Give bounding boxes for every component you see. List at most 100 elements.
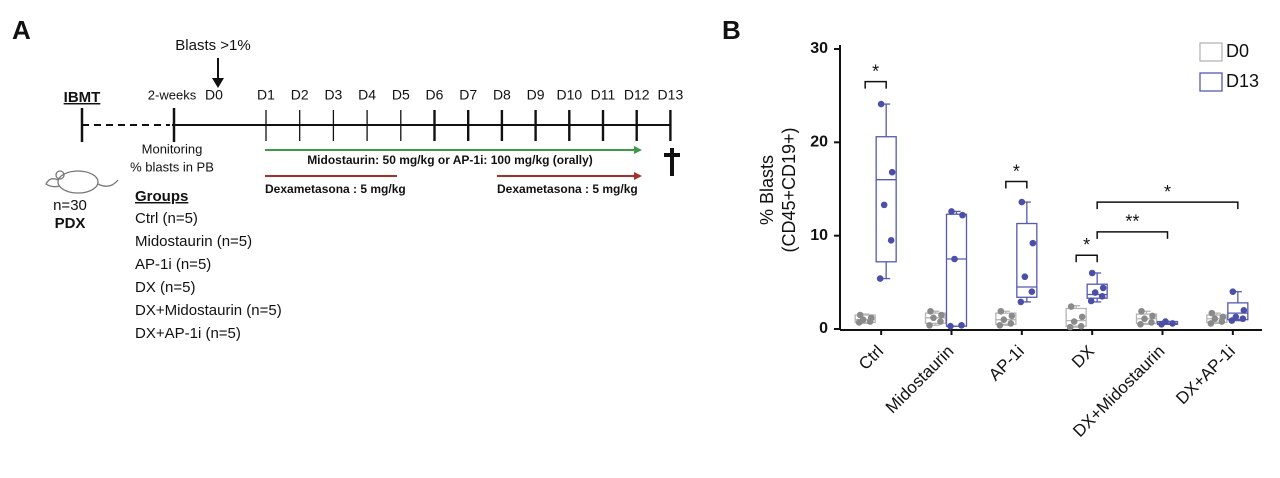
data-point bbox=[1229, 288, 1237, 295]
data-point bbox=[1099, 284, 1107, 292]
data-point bbox=[1066, 323, 1074, 331]
data-point bbox=[1211, 315, 1219, 323]
data-point bbox=[1077, 322, 1085, 330]
treatment-label: Midostaurin: 50 mg/kg or AP-1i: 100 mg/k… bbox=[307, 153, 593, 167]
significance-label: * bbox=[872, 61, 879, 81]
day-label: D12 bbox=[624, 87, 650, 103]
y-tick-label: 0 bbox=[819, 320, 828, 337]
two-weeks-label: 2-weeks bbox=[148, 87, 197, 102]
panel-label: A bbox=[12, 15, 31, 45]
significance-bracket bbox=[864, 80, 887, 89]
day-label: D3 bbox=[324, 87, 342, 103]
data-point bbox=[937, 318, 944, 325]
significance-bracket bbox=[1096, 201, 1239, 210]
legend-label: D0 bbox=[1226, 41, 1249, 61]
groups-title: Groups bbox=[135, 188, 188, 205]
data-point bbox=[1137, 321, 1144, 328]
day-label: D4 bbox=[358, 87, 376, 103]
significance-bracket bbox=[1075, 254, 1098, 263]
data-point bbox=[1138, 307, 1145, 315]
data-point bbox=[1162, 318, 1169, 325]
data-point bbox=[938, 311, 945, 319]
day-label: D8 bbox=[493, 87, 511, 103]
day-label: D13 bbox=[658, 87, 684, 103]
data-point bbox=[1091, 289, 1099, 296]
data-point bbox=[930, 314, 937, 322]
cross-icon bbox=[664, 148, 680, 176]
data-point bbox=[876, 275, 884, 282]
significance-label: * bbox=[1164, 182, 1171, 202]
day-label: D5 bbox=[392, 87, 410, 103]
group-label: AP-1i (n=5) bbox=[135, 256, 211, 273]
blasts-label: Blasts >1% bbox=[175, 37, 250, 54]
data-point bbox=[997, 307, 1005, 315]
day-label: D0 bbox=[205, 87, 223, 103]
data-point bbox=[1087, 297, 1095, 305]
data-point bbox=[1008, 312, 1016, 320]
data-point bbox=[1148, 319, 1155, 326]
significance-label: * bbox=[1013, 161, 1020, 181]
monitoring-label: Monitoring bbox=[142, 141, 203, 156]
data-point bbox=[948, 208, 955, 215]
data-point bbox=[887, 237, 895, 244]
y-tick-label: 10 bbox=[810, 227, 828, 244]
blast-arrowhead bbox=[212, 78, 224, 88]
significance-label: * bbox=[1083, 235, 1090, 255]
mouse-icon bbox=[45, 170, 119, 194]
data-point bbox=[1018, 198, 1026, 206]
data-point bbox=[926, 321, 933, 329]
ibmt-label: IBMT bbox=[64, 89, 101, 106]
legend-label: D13 bbox=[1226, 71, 1259, 91]
data-point bbox=[1088, 269, 1096, 277]
monitoring-label: % blasts in PB bbox=[130, 159, 214, 174]
data-point bbox=[1240, 307, 1248, 314]
x-tick-label: Midostaurin bbox=[882, 342, 958, 418]
data-point bbox=[1021, 273, 1029, 281]
data-point bbox=[1007, 320, 1015, 327]
data-point bbox=[1141, 315, 1148, 323]
box bbox=[1016, 222, 1038, 298]
data-point bbox=[1239, 315, 1247, 323]
model-label: PDX bbox=[55, 215, 86, 232]
data-point bbox=[1169, 320, 1176, 327]
group-label: DX+Midostaurin (n=5) bbox=[135, 302, 282, 319]
day-label: D11 bbox=[591, 87, 616, 103]
data-point bbox=[859, 316, 867, 323]
y-axis-label: % Blasts bbox=[757, 155, 777, 225]
data-point bbox=[880, 201, 888, 209]
day-label: D10 bbox=[556, 87, 582, 103]
day-label: D7 bbox=[459, 87, 477, 103]
day-label: D2 bbox=[291, 87, 309, 103]
x-tick-label: DX bbox=[1068, 342, 1098, 372]
mice-label: n=30 bbox=[53, 197, 87, 214]
legend-swatch bbox=[1199, 42, 1223, 62]
data-point bbox=[1078, 313, 1086, 321]
group-label: DX (n=5) bbox=[135, 279, 195, 296]
treatment-arrowhead bbox=[634, 146, 642, 154]
group-label: Ctrl (n=5) bbox=[135, 210, 198, 227]
significance-label: ** bbox=[1125, 212, 1139, 232]
significance-bracket bbox=[1005, 180, 1028, 189]
data-point bbox=[927, 307, 934, 315]
data-point bbox=[1000, 316, 1008, 323]
data-point bbox=[996, 321, 1004, 329]
y-tick-label: 30 bbox=[810, 40, 828, 57]
x-tick-label: AP-1i bbox=[985, 342, 1028, 385]
y-tick-label: 20 bbox=[810, 134, 828, 151]
data-point bbox=[1029, 239, 1037, 247]
data-point bbox=[1098, 293, 1106, 300]
data-point bbox=[1017, 298, 1025, 306]
data-point bbox=[1208, 309, 1216, 317]
data-point bbox=[867, 314, 875, 322]
data-point bbox=[1070, 318, 1078, 325]
day-label: D9 bbox=[527, 87, 545, 103]
box bbox=[945, 213, 968, 327]
day-label: D6 bbox=[426, 87, 444, 103]
data-point bbox=[947, 322, 954, 330]
data-point bbox=[1219, 313, 1227, 321]
legend-swatch bbox=[1199, 72, 1223, 92]
group-label: Midostaurin (n=5) bbox=[135, 233, 252, 250]
data-point bbox=[958, 321, 965, 329]
